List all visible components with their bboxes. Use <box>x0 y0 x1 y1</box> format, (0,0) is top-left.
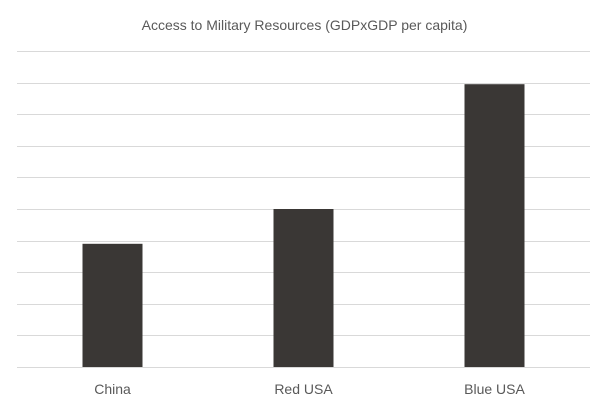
x-tick-label: Blue USA <box>464 381 525 397</box>
bar-blue-usa <box>464 84 525 367</box>
x-tick-label: China <box>94 381 131 397</box>
x-tick-label: Red USA <box>274 381 333 397</box>
bar-red-usa <box>273 209 334 367</box>
bar-china <box>82 243 143 367</box>
chart-title: Access to Military Resources (GDPxGDP pe… <box>141 17 468 33</box>
